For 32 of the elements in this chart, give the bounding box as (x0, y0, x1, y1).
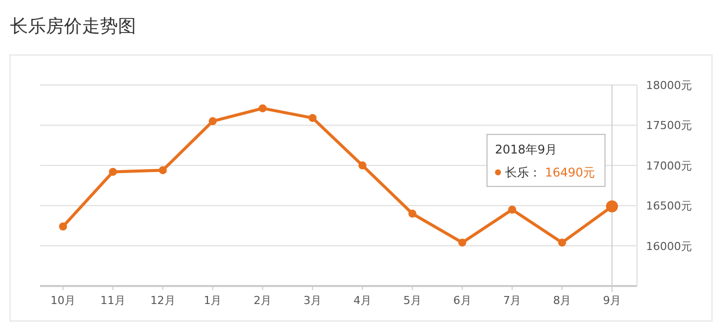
x-tick-label: 3月 (304, 294, 322, 307)
point (558, 238, 566, 247)
x-tick-label: 9月 (603, 294, 621, 307)
y-tick-label: 18000元 (646, 79, 692, 92)
x-tick-label: 11月 (100, 294, 126, 307)
point (258, 104, 267, 112)
point (508, 206, 516, 214)
x-tick-label: 12月 (150, 294, 176, 307)
y-tick-label: 17500元 (646, 119, 692, 132)
x-tick-label: 5月 (403, 294, 422, 307)
point (208, 117, 217, 126)
legend-label: 长乐： (505, 165, 541, 180)
x-tick-label: 10月 (50, 294, 76, 307)
y-tick-label: 17000元 (646, 159, 692, 172)
y-tick-label: 16000元 (646, 240, 692, 253)
annotation: 2018年9月 (495, 142, 558, 156)
point (308, 114, 317, 122)
data-label: 16490元 (545, 165, 596, 180)
point (458, 238, 466, 247)
x-tick-label: 6月 (453, 294, 472, 307)
x-tick-label: 8月 (553, 294, 572, 307)
point (158, 166, 167, 174)
x-tick-label: 2月 (254, 294, 272, 307)
chart-title: 长乐房价走势图 (10, 16, 136, 37)
y-tick-label: 16500元 (646, 200, 692, 213)
point (59, 222, 67, 231)
x-tick-label: 1月 (204, 294, 222, 307)
point (358, 161, 366, 170)
point (108, 168, 117, 176)
x-tick-label: 7月 (503, 294, 522, 307)
x-tick-label: 4月 (353, 294, 372, 307)
point (408, 210, 416, 218)
